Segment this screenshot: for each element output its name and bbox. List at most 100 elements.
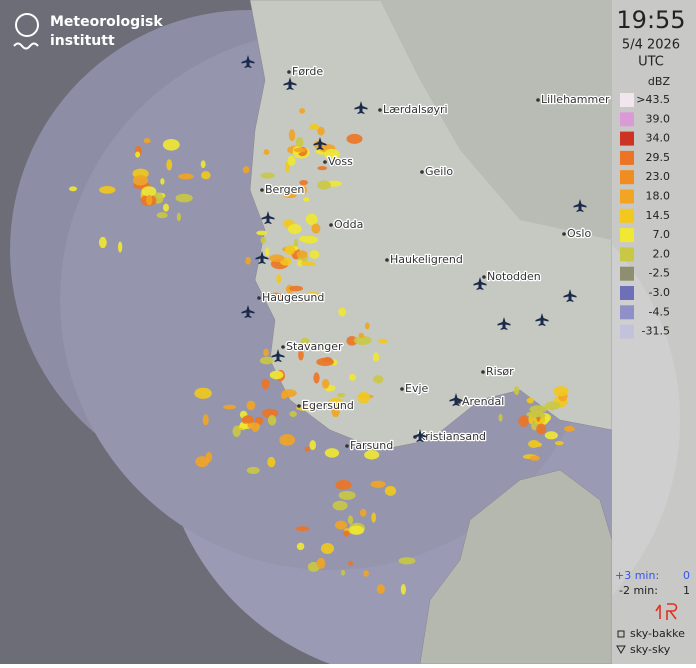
airport-icon <box>497 317 511 330</box>
precip-cell <box>260 172 275 179</box>
legend-swatch <box>620 305 634 320</box>
precip-cell <box>205 451 213 463</box>
precip-cell <box>296 542 305 551</box>
precipitation <box>69 107 575 595</box>
lightning-future-count: 0 <box>683 569 690 582</box>
place-dot <box>420 170 424 174</box>
ground-symbol <box>617 630 625 638</box>
precip-cell <box>162 203 170 212</box>
legend-swatch <box>620 93 634 107</box>
precip-cell <box>299 235 307 242</box>
precip-cell <box>348 560 354 566</box>
precip-cell <box>280 392 288 399</box>
precip-cell <box>256 230 268 236</box>
airport-icon <box>241 305 255 318</box>
cloud-label: sky-sky <box>630 643 671 656</box>
precip-cell <box>288 129 296 142</box>
precip-cell <box>518 415 529 427</box>
place-dot <box>562 232 566 236</box>
airport-icon <box>241 55 255 68</box>
airport-icon <box>449 393 463 406</box>
precip-cell <box>260 236 267 244</box>
precip-cell <box>69 186 78 192</box>
legend-label: -2.5 <box>649 267 670 280</box>
precip-cell <box>317 166 328 171</box>
precip-cell <box>259 356 274 365</box>
logo-circle <box>15 13 39 37</box>
place-labels: Førde Lærdalsøyri Lillehammer Voss Geilo Berg… <box>241 55 611 453</box>
timezone: UTC <box>638 55 664 70</box>
precip-cell <box>313 343 323 348</box>
legend-swatch <box>620 131 634 146</box>
airport-icon <box>271 349 285 362</box>
precip-cell <box>261 408 279 418</box>
precip-cell <box>298 349 304 361</box>
precip-cell <box>247 422 260 429</box>
precip-cell <box>324 448 340 458</box>
precip-cell <box>338 490 356 500</box>
precip-cell <box>265 247 270 257</box>
precip-cell <box>166 159 173 171</box>
precip-cell <box>334 520 348 530</box>
place-label: Lillehammer <box>541 93 610 106</box>
unit: dBZ <box>648 75 671 88</box>
place-label: Oslo <box>567 227 591 240</box>
precip-cell <box>98 236 107 249</box>
cloud-symbol <box>616 645 626 655</box>
precip-cell <box>376 584 385 594</box>
legend-label: 18.0 <box>646 190 671 203</box>
place-label: Bergen <box>265 183 304 196</box>
place-label: Odda <box>334 218 363 231</box>
precip-cell <box>223 404 237 410</box>
place-label: Evje <box>405 382 429 395</box>
precip-cell <box>269 370 284 380</box>
legend-label: 23.0 <box>646 170 671 183</box>
place-dot <box>260 188 264 192</box>
precip-cell <box>316 557 326 569</box>
precip-cell <box>343 530 350 537</box>
precip-cell <box>284 245 296 255</box>
precip-cell <box>398 557 416 565</box>
place-label: Haugesund <box>262 291 324 304</box>
precip-cell <box>378 338 388 344</box>
precip-cell <box>309 440 317 451</box>
precip-cell <box>313 372 320 384</box>
legend-label: -31.5 <box>642 325 670 338</box>
precip-cell <box>373 375 384 384</box>
legend-swatch <box>620 170 634 185</box>
precip-cell <box>132 175 149 186</box>
precip-cell <box>372 352 380 362</box>
place-dot <box>482 275 486 279</box>
place-dot <box>257 296 261 300</box>
precip-cell <box>311 223 321 234</box>
precip-cell <box>200 171 211 180</box>
precip-cell <box>544 401 561 410</box>
precip-cell <box>563 425 575 432</box>
precip-cell <box>287 224 302 235</box>
precip-cell <box>526 411 544 418</box>
precip-cell <box>322 378 330 389</box>
precip-cell <box>544 431 558 440</box>
legend-label: -4.5 <box>649 305 670 318</box>
place-label: Stavanger <box>286 340 343 353</box>
place-label: Arendal <box>462 395 504 408</box>
legend-label: 2.0 <box>653 247 671 260</box>
precip-cell <box>156 212 168 219</box>
precip-cell <box>359 508 367 517</box>
airport-icon <box>313 137 327 150</box>
precip-cell <box>370 480 386 488</box>
precip-cell <box>320 543 335 555</box>
precip-cell <box>176 212 181 222</box>
precip-cell <box>296 250 308 259</box>
legend-label: 7.0 <box>653 228 671 241</box>
place-dot <box>536 98 540 102</box>
place-dot <box>385 258 389 262</box>
legend-label: 29.5 <box>646 151 671 164</box>
precip-cell <box>267 456 276 468</box>
legend-swatch <box>620 324 634 339</box>
precip-cell <box>289 411 297 417</box>
precip-cell <box>305 213 318 225</box>
precip-cell <box>162 138 180 151</box>
